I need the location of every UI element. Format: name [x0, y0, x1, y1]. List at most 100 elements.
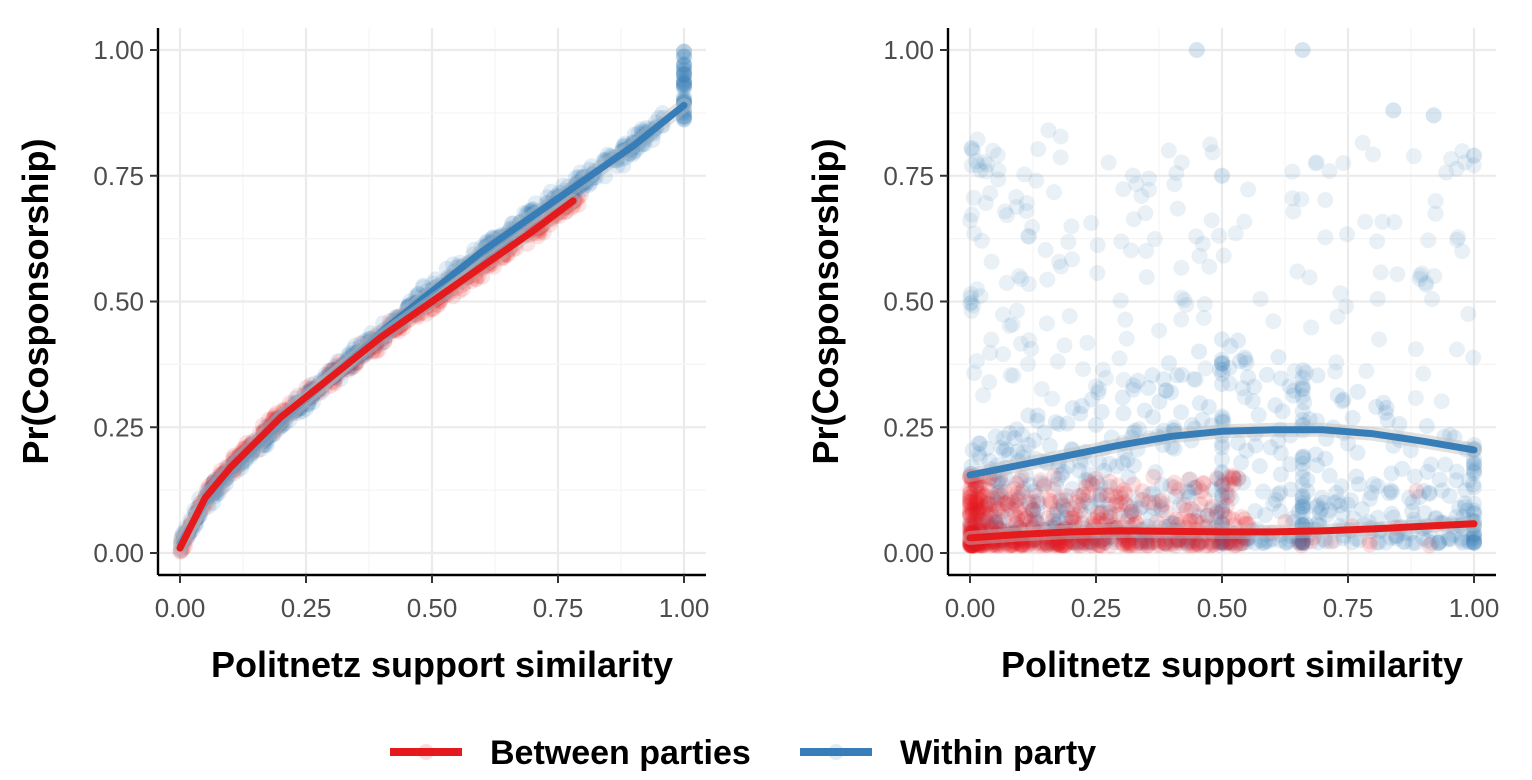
data-point: [963, 506, 980, 523]
data-point: [1113, 490, 1130, 507]
data-point: [963, 157, 980, 174]
data-point: [1101, 496, 1118, 513]
data-point: [1138, 269, 1155, 286]
data-point: [1000, 496, 1017, 513]
data-point: [1170, 482, 1187, 499]
data-point: [1009, 500, 1026, 517]
data-point: [1091, 537, 1108, 554]
data-point: [1084, 534, 1101, 551]
data-point: [1423, 456, 1440, 473]
data-point: [1351, 532, 1368, 549]
data-point: [1044, 512, 1061, 529]
data-point: [1102, 487, 1119, 504]
data-point: [1087, 416, 1104, 433]
data-point: [1453, 530, 1470, 547]
data-point: [1119, 451, 1136, 468]
data-point: [1091, 381, 1108, 398]
data-point: [1015, 537, 1032, 554]
data-point: [1013, 512, 1030, 529]
y-axis-title: Pr(Cosponsorship): [15, 138, 56, 464]
data-point: [962, 537, 979, 554]
data-point: [1204, 534, 1221, 551]
data-point: [1041, 491, 1058, 508]
data-point: [1053, 258, 1070, 275]
trend-line-between-parties: [176, 197, 577, 552]
data-point: [1052, 490, 1069, 507]
data-point: [1167, 537, 1184, 554]
data-point: [1180, 537, 1197, 554]
data-point: [1001, 446, 1018, 463]
data-point: [1045, 506, 1062, 523]
data-point: [1133, 537, 1150, 554]
data-point: [1040, 122, 1057, 139]
data-point: [1204, 498, 1221, 515]
data-point: [1107, 488, 1124, 505]
data-point: [1372, 264, 1389, 281]
data-point: [1163, 384, 1180, 401]
data-point: [970, 507, 987, 524]
data-point: [966, 365, 983, 382]
data-point: [1431, 471, 1448, 488]
data-point: [1101, 478, 1118, 495]
data-point: [1179, 483, 1196, 500]
trend-line-between-parties: [966, 520, 1478, 542]
data-point: [963, 140, 980, 157]
data-point: [1172, 511, 1189, 528]
data-point: [1220, 534, 1237, 551]
data-point: [1250, 407, 1267, 424]
data-point: [1136, 532, 1153, 549]
data-point: [1213, 533, 1230, 550]
data-point: [1357, 213, 1374, 230]
data-point: [1120, 531, 1137, 548]
data-point: [1365, 146, 1382, 163]
data-point: [1011, 489, 1028, 506]
data-point: [1240, 369, 1257, 386]
data-point: [1133, 532, 1150, 549]
data-point: [989, 489, 1006, 506]
data-point: [1214, 488, 1230, 505]
legend: Between parties Within party: [390, 734, 1096, 772]
data-point: [1122, 499, 1139, 516]
data-point: [962, 516, 979, 533]
data-point: [676, 80, 692, 97]
data-point: [988, 516, 1005, 533]
data-point: [1221, 375, 1238, 392]
data-point: [971, 491, 988, 508]
data-point: [989, 537, 1006, 554]
data-point: [1214, 413, 1230, 430]
data-point: [962, 286, 979, 303]
data-point: [1309, 457, 1326, 474]
data-point: [1294, 42, 1311, 58]
data-point: [1049, 537, 1066, 554]
data-point: [1460, 533, 1477, 550]
data-point: [1181, 484, 1198, 501]
data-point: [962, 537, 979, 554]
data-point: [1307, 446, 1324, 463]
data-point: [1466, 455, 1482, 472]
data-point: [972, 288, 989, 305]
data-point: [1278, 534, 1295, 551]
data-point: [1222, 534, 1239, 551]
data-point: [1170, 532, 1187, 549]
data-point: [1427, 205, 1444, 222]
data-point: [1247, 437, 1264, 454]
data-point: [1003, 490, 1020, 507]
data-point: [1235, 474, 1252, 491]
data-point: [1067, 506, 1084, 523]
data-point: [676, 56, 692, 73]
data-point: [1107, 531, 1124, 548]
data-point: [998, 274, 1015, 291]
data-point: [966, 225, 983, 242]
data-point: [1013, 270, 1030, 287]
data-point: [1039, 536, 1056, 553]
data-point: [1252, 532, 1269, 549]
data-point: [970, 504, 987, 521]
data-point: [1446, 429, 1463, 446]
data-point: [1361, 490, 1378, 507]
data-point: [1045, 481, 1062, 498]
data-point: [1170, 531, 1187, 548]
data-point: [1310, 534, 1327, 551]
data-point: [1210, 471, 1227, 488]
data-point: [1195, 475, 1212, 492]
data-point: [1092, 511, 1109, 528]
